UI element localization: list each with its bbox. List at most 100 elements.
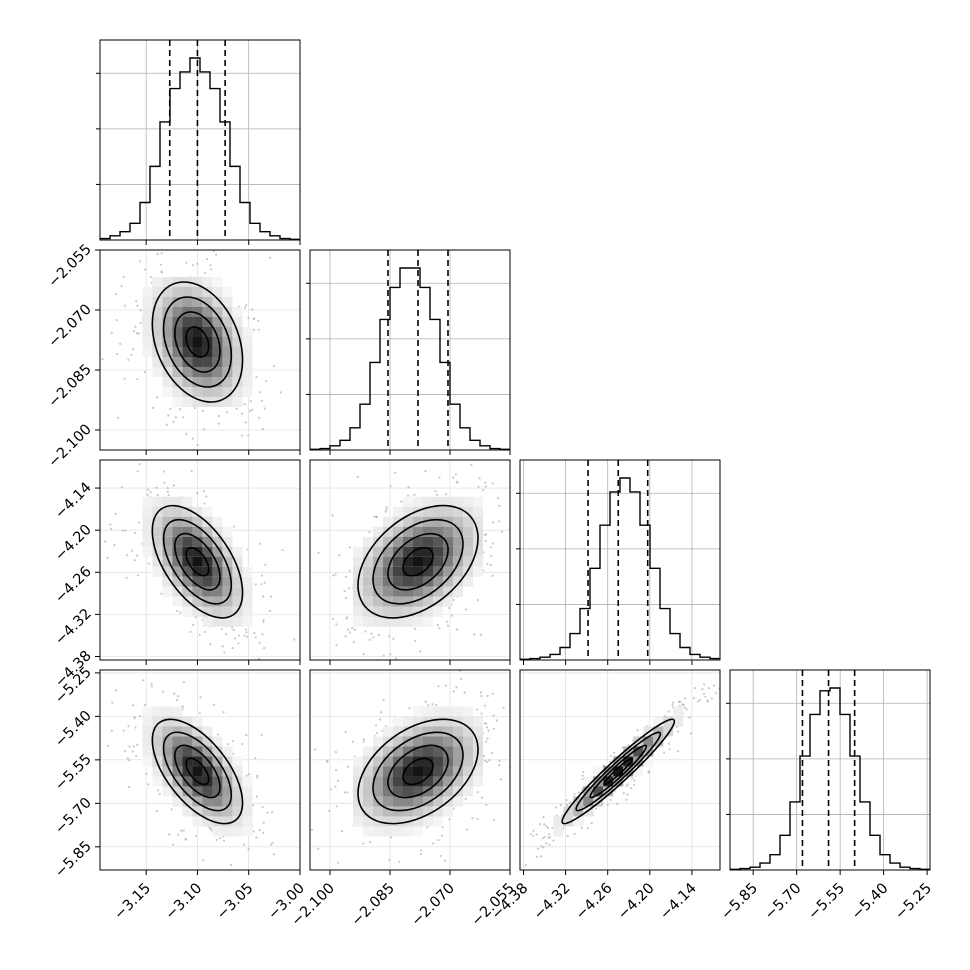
density-cell xyxy=(403,736,413,747)
density-cell xyxy=(463,506,473,517)
sample-point xyxy=(110,331,113,334)
sample-point xyxy=(217,422,220,425)
sample-point xyxy=(338,554,341,557)
density-cell xyxy=(453,576,463,587)
density-cell xyxy=(403,806,413,817)
density-cell xyxy=(242,327,253,337)
sample-point xyxy=(622,792,625,795)
density-cell xyxy=(202,586,213,597)
sample-point xyxy=(225,411,228,414)
sample-point xyxy=(578,791,581,794)
sample-point xyxy=(336,779,339,782)
sample-point xyxy=(151,406,155,409)
sample-point xyxy=(498,520,501,523)
sample-point xyxy=(263,646,266,650)
sample-point xyxy=(196,262,199,266)
density-cell xyxy=(463,516,473,527)
density-cell xyxy=(152,327,163,337)
density-cell xyxy=(403,616,413,627)
density-cell xyxy=(423,596,433,607)
sample-point xyxy=(135,332,139,335)
density-cell xyxy=(242,826,253,837)
density-cell xyxy=(423,756,433,767)
sample-point xyxy=(420,849,423,852)
sample-point xyxy=(492,727,495,730)
sample-point xyxy=(114,512,117,516)
sample-point xyxy=(487,729,490,732)
sample-point xyxy=(536,847,540,850)
density-cell xyxy=(152,297,163,307)
density-cell xyxy=(433,736,443,747)
density-cell xyxy=(353,766,363,777)
density-cell xyxy=(162,716,173,727)
sample-point xyxy=(685,708,688,711)
density-cell xyxy=(403,746,413,757)
sample-point xyxy=(473,633,476,636)
sample-point xyxy=(394,657,398,660)
density-cell xyxy=(192,536,203,547)
sample-point xyxy=(144,268,147,271)
density-cell xyxy=(172,776,183,787)
sample-point xyxy=(612,751,616,754)
density-cell xyxy=(433,496,443,507)
sample-point xyxy=(270,879,272,881)
sample-point xyxy=(143,703,147,707)
density-cell xyxy=(182,397,193,407)
x-tick-label: −5.25 xyxy=(892,880,935,923)
density-cell xyxy=(413,556,423,567)
sample-point xyxy=(159,263,163,266)
density-cell xyxy=(393,766,403,777)
sample-point xyxy=(133,717,136,720)
sample-point xyxy=(484,759,487,762)
sample-point xyxy=(512,512,514,514)
density-cell xyxy=(593,766,604,777)
sample-point xyxy=(231,647,234,650)
density-cell xyxy=(142,526,153,537)
density-cell xyxy=(232,307,243,317)
sample-point xyxy=(586,827,589,830)
sample-point xyxy=(419,853,423,856)
sample-point xyxy=(555,814,558,817)
sample-point xyxy=(199,696,202,699)
density-cell xyxy=(152,317,163,327)
sample-point xyxy=(172,420,175,424)
sample-point xyxy=(486,737,489,740)
sample-point xyxy=(480,694,483,698)
density-cell xyxy=(152,307,163,317)
sample-point xyxy=(206,257,209,261)
density-cell xyxy=(162,387,173,397)
density-cell xyxy=(473,546,483,557)
density-cell xyxy=(413,756,423,767)
density-cell xyxy=(403,796,413,807)
sample-point xyxy=(581,788,584,791)
density-cell xyxy=(423,556,433,567)
density-cell xyxy=(212,586,223,597)
density-cell xyxy=(383,766,393,777)
histogram-3 xyxy=(730,687,930,870)
density-cell xyxy=(423,566,433,577)
density-cell xyxy=(623,766,634,777)
density-cell xyxy=(413,746,423,757)
density-cell xyxy=(162,506,173,517)
density-cell xyxy=(142,297,153,307)
density-cell xyxy=(152,337,163,347)
sample-point xyxy=(548,843,551,846)
sample-point xyxy=(111,701,114,704)
density-cell xyxy=(172,706,183,717)
sample-point xyxy=(482,754,485,758)
sample-point xyxy=(136,743,139,746)
sample-point xyxy=(424,469,427,473)
sample-point xyxy=(498,504,501,508)
density-cell xyxy=(142,317,153,327)
sample-point xyxy=(133,531,137,534)
density-cell xyxy=(212,796,223,807)
density-cell xyxy=(413,516,423,527)
sample-point xyxy=(437,685,440,688)
sample-point xyxy=(165,423,168,426)
density-cell xyxy=(202,536,213,547)
contour-2 xyxy=(162,518,233,605)
sample-point xyxy=(335,623,338,626)
density-cell xyxy=(593,786,604,797)
sample-point xyxy=(149,276,152,279)
density-cell xyxy=(443,576,453,587)
